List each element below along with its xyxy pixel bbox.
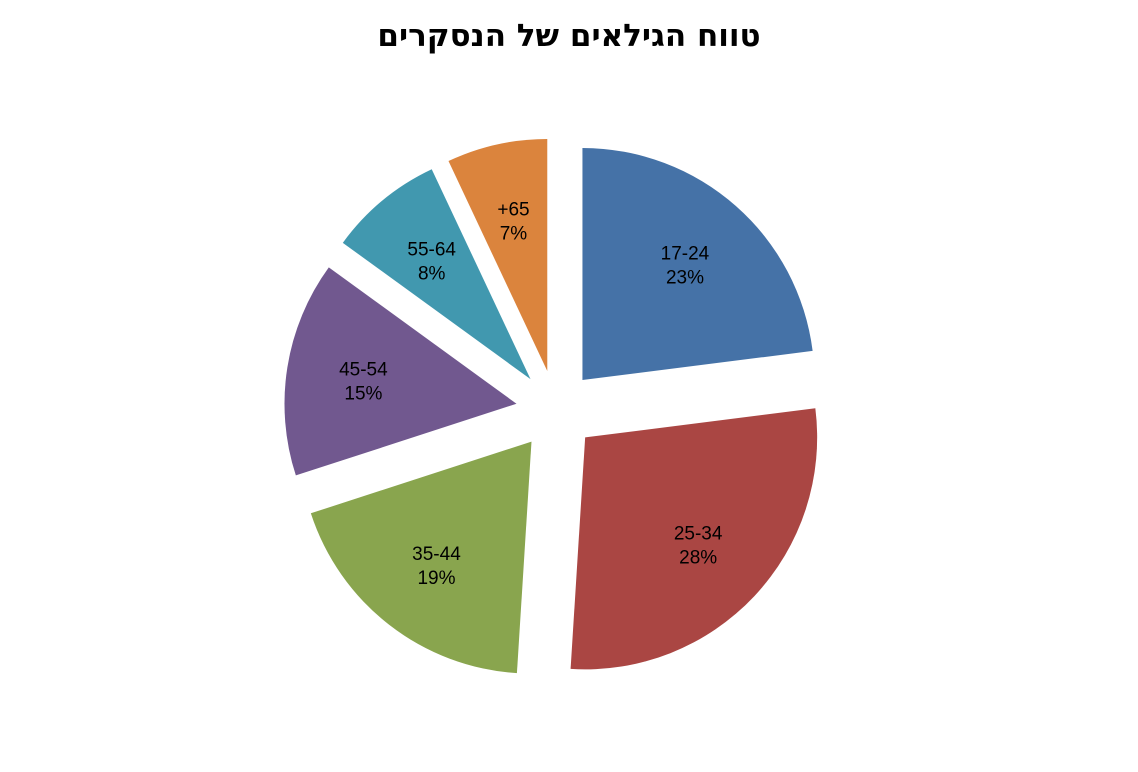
pie-slice-55-64 (342, 169, 531, 380)
slice-category-label: 17-24 (661, 244, 710, 265)
slice-category-label: +65 (497, 200, 529, 221)
pie-slice-17-24 (582, 147, 813, 380)
slice-percent-label: 23% (666, 268, 704, 289)
slice-percent-label: 19% (417, 568, 455, 589)
chart-title: טווח הגילאים של הנסקרים (377, 18, 761, 54)
slice-percent-label: 15% (344, 383, 382, 404)
slice-percent-label: 7% (500, 224, 528, 245)
slice-category-label: 55-64 (407, 240, 456, 261)
slice-percent-label: 28% (679, 547, 717, 568)
pie-slice-65 (448, 138, 548, 371)
slice-category-label: 45-54 (339, 359, 388, 380)
slice-percent-label: 8% (418, 264, 446, 285)
pie-slice-35-44 (310, 441, 532, 674)
pie-slice-45-54 (284, 267, 517, 476)
slice-category-label: 35-44 (412, 544, 461, 565)
pie-slice-25-34 (570, 408, 818, 670)
slice-category-label: 25-34 (674, 523, 723, 544)
